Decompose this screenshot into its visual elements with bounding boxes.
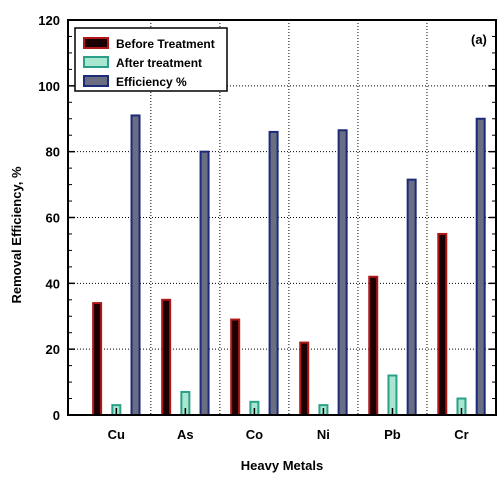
x-axis-label: Heavy Metals xyxy=(241,458,323,473)
y-tick-label: 60 xyxy=(46,211,60,226)
x-tick-label: Pb xyxy=(384,427,401,442)
legend-swatch-before-treatment xyxy=(83,37,109,49)
x-tick-label: Co xyxy=(246,427,263,442)
bar-efficiency-pb xyxy=(406,178,417,416)
grid-lines xyxy=(68,20,496,415)
legend-swatch-efficiency xyxy=(83,75,109,87)
bar-before-treatment-cu xyxy=(92,302,103,417)
x-tick-label: Cu xyxy=(108,427,125,442)
bar-before-treatment-ni xyxy=(299,341,310,417)
axis-ticks: 0 20 40 60 80 100 120 Cu As Co Ni Pb Cr xyxy=(38,13,496,442)
panel-label: (a) xyxy=(471,32,487,47)
bar-efficiency-as xyxy=(199,150,210,417)
y-tick-label: 0 xyxy=(53,408,60,423)
bars xyxy=(92,114,486,417)
legend-swatch-after-treatment xyxy=(83,56,109,68)
x-tick-label: Ni xyxy=(317,427,330,442)
y-tick-label: 80 xyxy=(46,145,60,160)
bar-efficiency-ni xyxy=(337,129,348,416)
x-tick-label: As xyxy=(177,427,194,442)
y-tick-label: 40 xyxy=(46,276,60,291)
legend-label-before-treatment: Before Treatment xyxy=(116,37,215,51)
y-tick-label: 100 xyxy=(38,79,60,94)
y-tick-label: 20 xyxy=(46,342,60,357)
legend: Before Treatment After treatment Efficie… xyxy=(74,27,228,92)
legend-label-efficiency: Efficiency % xyxy=(116,75,187,89)
bar-efficiency-co xyxy=(268,130,279,417)
bar-efficiency-cu xyxy=(130,114,141,416)
y-tick-label: 120 xyxy=(38,13,60,28)
y-axis-label: Removal Efficiency, % xyxy=(9,166,24,303)
bar-efficiency-cr xyxy=(475,117,486,416)
bar-before-treatment-co xyxy=(230,318,241,416)
bar-before-treatment-as xyxy=(161,298,172,416)
x-tick-label: Cr xyxy=(454,427,468,442)
bar-before-treatment-pb xyxy=(368,275,379,416)
legend-label-after-treatment: After treatment xyxy=(116,56,202,70)
bar-before-treatment-cr xyxy=(437,232,448,416)
